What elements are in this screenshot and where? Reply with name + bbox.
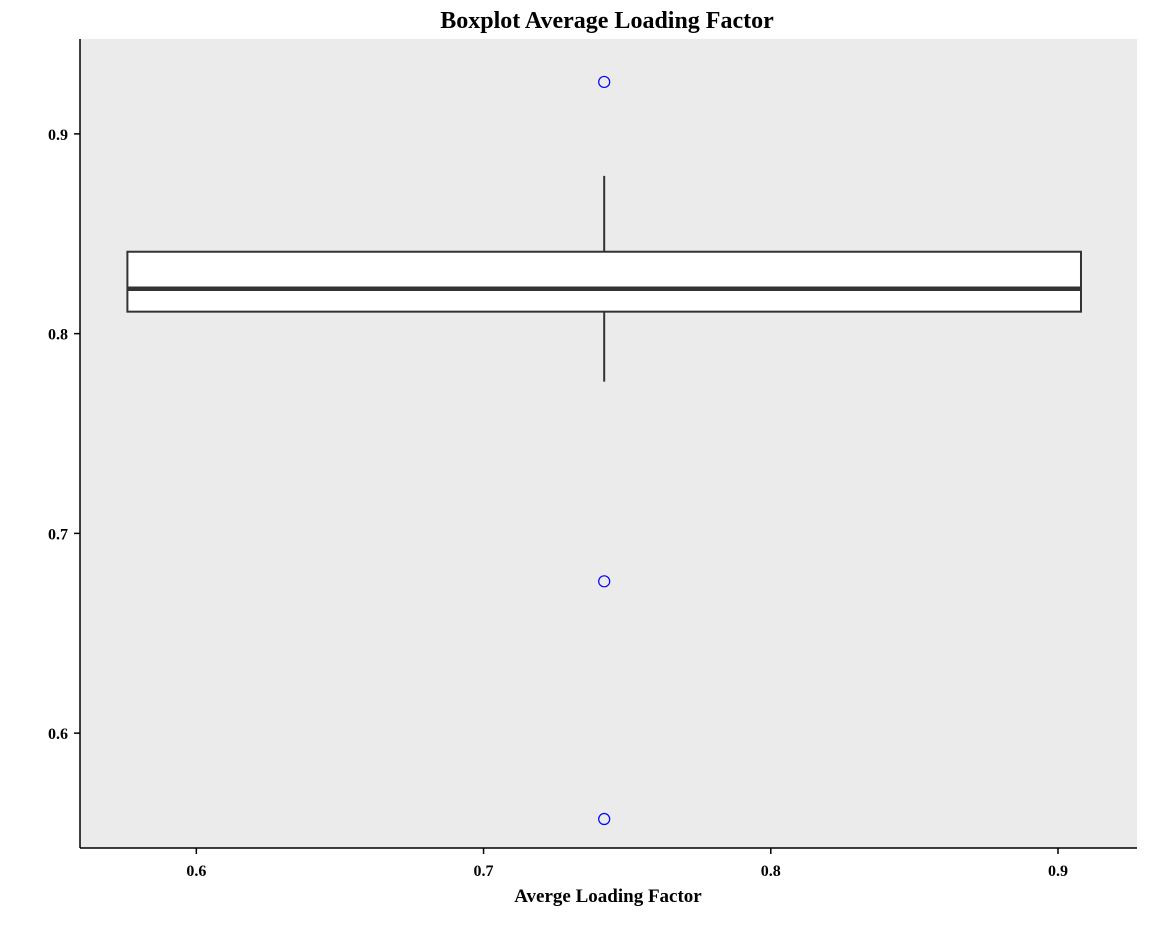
x-tick-label: 0.9: [1048, 863, 1068, 880]
y-tick-label: 0.8: [48, 327, 68, 344]
y-tick-label: 0.7: [48, 526, 68, 543]
boxplot-marks: [126, 75, 1082, 826]
x-tick-label: 0.7: [474, 863, 494, 880]
y-tick-label: 0.9: [48, 127, 68, 144]
interquartile-box: [126, 250, 1082, 313]
x-axis-label: Averge Loading Factor: [514, 886, 702, 907]
x-tick-label: 0.8: [761, 863, 781, 880]
plot-panel: [80, 39, 1137, 848]
outlier-point: [598, 812, 611, 826]
outlier-point: [598, 575, 611, 588]
chart-title: Boxplot Average Loading Factor: [440, 8, 774, 34]
x-tick-label: 0.6: [186, 863, 206, 880]
y-tick-label: 0.6: [48, 726, 68, 743]
outlier-point: [598, 75, 611, 89]
y-axis: 0.6 0.7 0.8 0.9: [48, 39, 81, 848]
x-axis: 0.6 0.7 0.8 0.9: [80, 847, 1137, 880]
